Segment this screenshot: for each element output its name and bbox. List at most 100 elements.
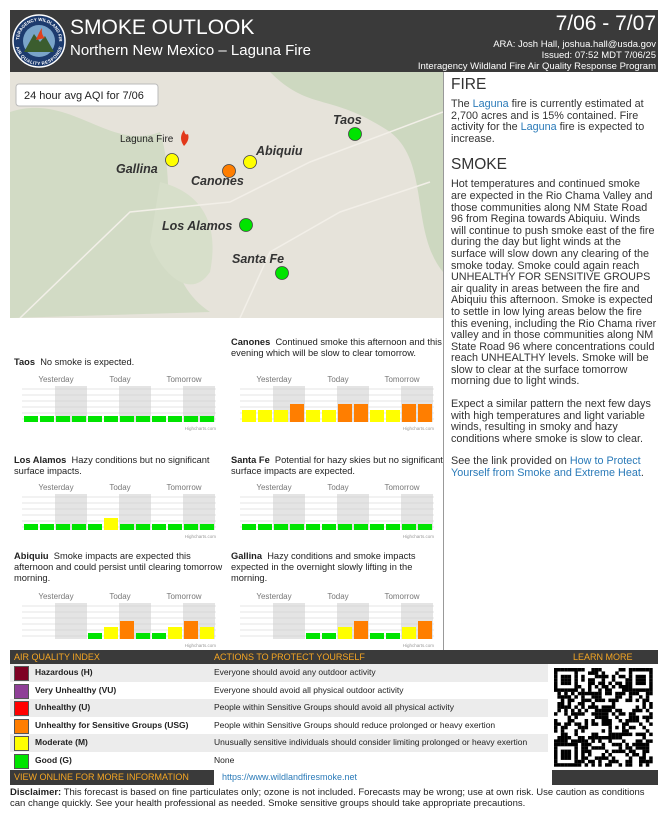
qr-module — [642, 688, 646, 692]
qr-module — [605, 756, 609, 760]
qr-module — [560, 681, 565, 686]
qr-module — [628, 695, 633, 699]
aqi-row: Hazardous (H) Everyone should avoid any o… — [10, 664, 548, 682]
qr-module — [571, 708, 575, 713]
title: SMOKE OUTLOOK — [70, 16, 255, 39]
qr-module — [584, 719, 589, 723]
qr-module — [567, 736, 572, 740]
qr-module — [560, 749, 565, 754]
text: See the link provided on — [451, 455, 570, 468]
qr-module — [560, 678, 565, 682]
qr-module — [554, 725, 558, 730]
qr-module — [591, 702, 595, 706]
bar — [120, 416, 134, 422]
qr-module — [632, 708, 636, 713]
qr-module — [642, 742, 646, 747]
qr-module — [649, 722, 653, 726]
qr-module — [588, 688, 592, 692]
bar — [72, 416, 86, 422]
qr-module — [605, 719, 609, 723]
qr-module — [591, 763, 595, 767]
url[interactable]: https://www.wildlandfiresmoke.net — [214, 770, 552, 785]
qr-module — [635, 688, 640, 692]
qr-module — [601, 729, 606, 733]
qr-module — [649, 681, 653, 686]
qr-module — [601, 715, 606, 720]
qr-module — [591, 691, 595, 696]
qr-module — [557, 695, 561, 699]
qr-module — [628, 671, 633, 675]
qr-module — [594, 685, 599, 689]
qr-module — [574, 688, 578, 692]
qr-module — [601, 753, 606, 757]
qr-module — [611, 678, 616, 682]
qr-module — [605, 749, 609, 754]
qr-module — [635, 719, 640, 723]
qr-module — [625, 763, 629, 767]
qr-module — [615, 715, 619, 720]
qr-module — [615, 681, 619, 686]
qr-module — [577, 739, 582, 743]
qr-module — [618, 691, 623, 696]
qr-module — [625, 688, 629, 692]
place-label: Abiquiu — [255, 144, 303, 158]
qr-module — [564, 749, 568, 754]
bar — [402, 524, 416, 530]
qr-module — [615, 732, 619, 737]
bar — [136, 416, 150, 422]
qr-module — [611, 705, 616, 709]
bar — [322, 410, 336, 422]
qr-module — [588, 736, 592, 740]
place-marker — [275, 266, 289, 280]
qr-module — [581, 739, 585, 743]
qr-module — [601, 746, 606, 750]
qr-module — [611, 749, 616, 754]
qr-module — [554, 739, 558, 743]
qr-module — [628, 712, 633, 716]
qr-module — [560, 736, 565, 740]
bar — [338, 524, 352, 530]
qr-module — [594, 674, 599, 679]
qr-module — [564, 756, 568, 760]
qr-module — [564, 705, 568, 709]
qr-module — [639, 678, 643, 682]
qr-module — [615, 736, 619, 740]
qr-module — [622, 739, 626, 743]
qr-module — [564, 753, 568, 757]
site-name: Abiquiu — [14, 551, 49, 561]
bar — [386, 410, 400, 422]
site-text: No smoke is expected. — [40, 357, 135, 367]
header — [10, 10, 658, 72]
qr-module — [615, 708, 619, 713]
qr-module — [601, 685, 606, 689]
qr-module — [584, 691, 589, 696]
qr-module — [608, 753, 612, 757]
bar — [290, 524, 304, 530]
level: Moderate (M) — [35, 737, 88, 748]
section-heading: FIRE — [451, 76, 487, 93]
qr-module — [591, 732, 595, 737]
bar — [322, 633, 336, 639]
day-label: Today — [109, 483, 130, 492]
qr-module — [639, 688, 643, 692]
link[interactable]: How to Protect Yourself from Smoke and E… — [451, 455, 641, 480]
qr-module — [615, 749, 619, 754]
chart-caption: Canones Continued smoke this afternoon a… — [231, 337, 443, 359]
bar — [370, 633, 384, 639]
place-label: Santa Fe — [232, 252, 284, 266]
bar — [402, 404, 416, 422]
link[interactable]: Laguna — [520, 121, 557, 134]
qr-module — [591, 759, 595, 764]
chart-caption: Santa Fe Potential for hazy skies but no… — [231, 455, 443, 477]
qr-module — [635, 732, 640, 737]
day-label: Tomorrow — [384, 592, 419, 601]
qr-module — [622, 688, 626, 692]
qr-module — [571, 698, 575, 703]
qr-module — [554, 749, 558, 754]
qr-module — [645, 742, 650, 747]
qr-module — [632, 712, 636, 716]
qr-module — [581, 705, 585, 709]
link[interactable]: Laguna — [472, 98, 509, 110]
qr-module — [598, 708, 602, 713]
qr-module — [642, 681, 646, 686]
